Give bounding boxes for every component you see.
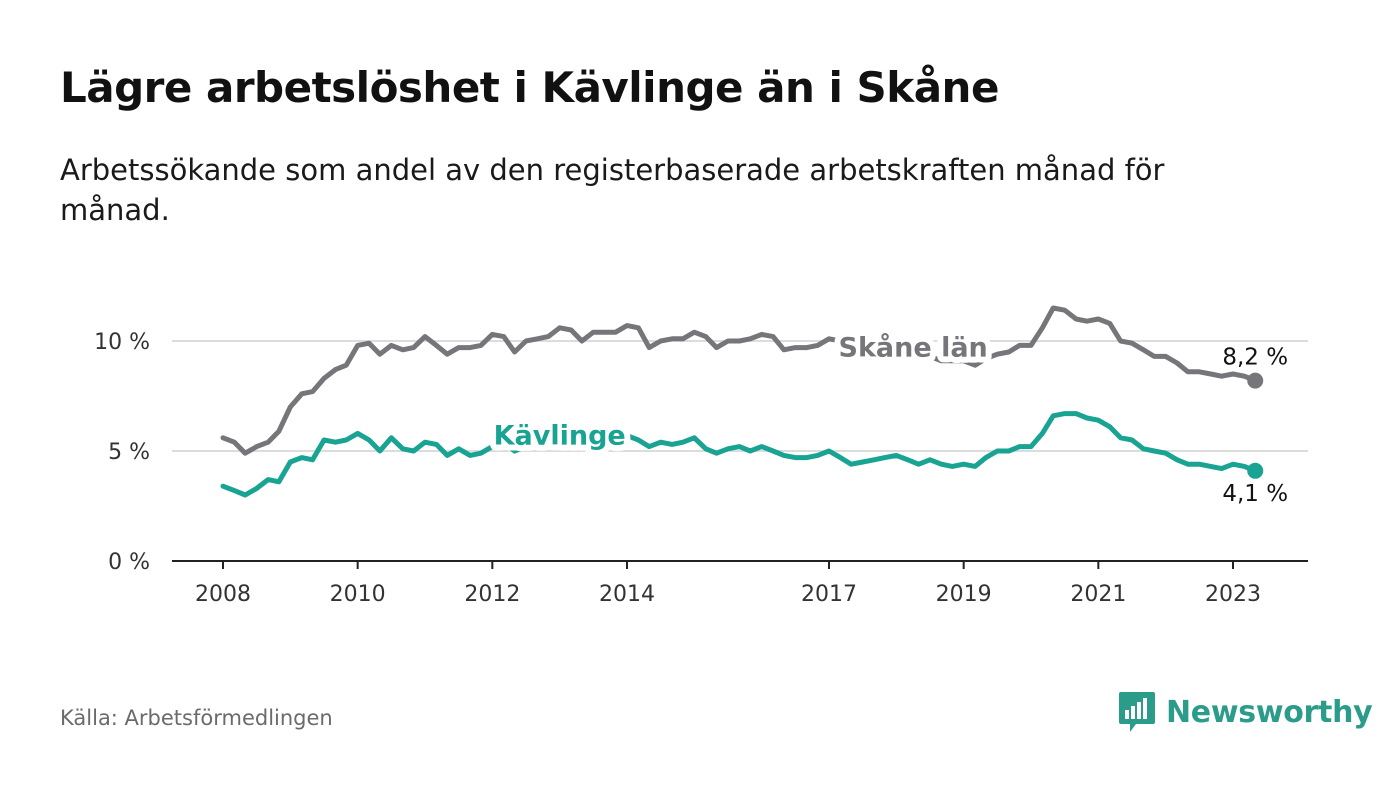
x-tick-label: 2017 — [801, 582, 857, 607]
axis-layer: 0 % 5 % 10 % 2008 2010 2012 2014 2017 2019 2021 20… — [94, 330, 1308, 607]
grid-layer — [172, 340, 1308, 452]
label-layer: 8,2 % 4,1 % Skåne län Kävlinge — [488, 326, 1288, 507]
x-tick-label: 2014 — [599, 582, 655, 607]
source-note: Källa: Arbetsförmedlingen — [60, 706, 333, 730]
x-tick-label: 2021 — [1070, 582, 1126, 607]
series-end-label: 8,2 % — [1222, 345, 1288, 371]
x-tick-label: 2008 — [195, 582, 251, 607]
newsworthy-logo-icon — [1119, 692, 1155, 732]
series-line-kavlinge — [220, 411, 1258, 498]
series-line-skane — [220, 305, 1258, 456]
series-end-dot — [1247, 372, 1264, 389]
chart-title: Lägre arbetslöshet i Kävlinge än i Skåne — [60, 63, 999, 112]
y-tick-label: 0 % — [108, 550, 150, 575]
x-tick-label: 2010 — [330, 582, 386, 607]
series-layer — [220, 305, 1264, 498]
series-name-label-skane: Skåne län — [839, 332, 988, 364]
series-end-label: 4,1 % — [1222, 481, 1288, 507]
brand-name: Newsworthy — [1166, 694, 1373, 730]
series-end-dot — [1247, 462, 1264, 479]
chart-subtitle: Arbetssökande som andel av den registerb… — [60, 153, 1165, 227]
y-tick-label: 10 % — [94, 330, 150, 355]
y-tick-label: 5 % — [108, 440, 150, 465]
brand-logo[interactable]: Newsworthy — [1118, 690, 1373, 734]
series-name-label-kavlinge: Kävlinge — [494, 421, 626, 452]
x-tick-label: 2023 — [1205, 582, 1261, 607]
x-tick-label: 2012 — [464, 582, 520, 607]
x-tick-label: 2019 — [936, 582, 992, 607]
